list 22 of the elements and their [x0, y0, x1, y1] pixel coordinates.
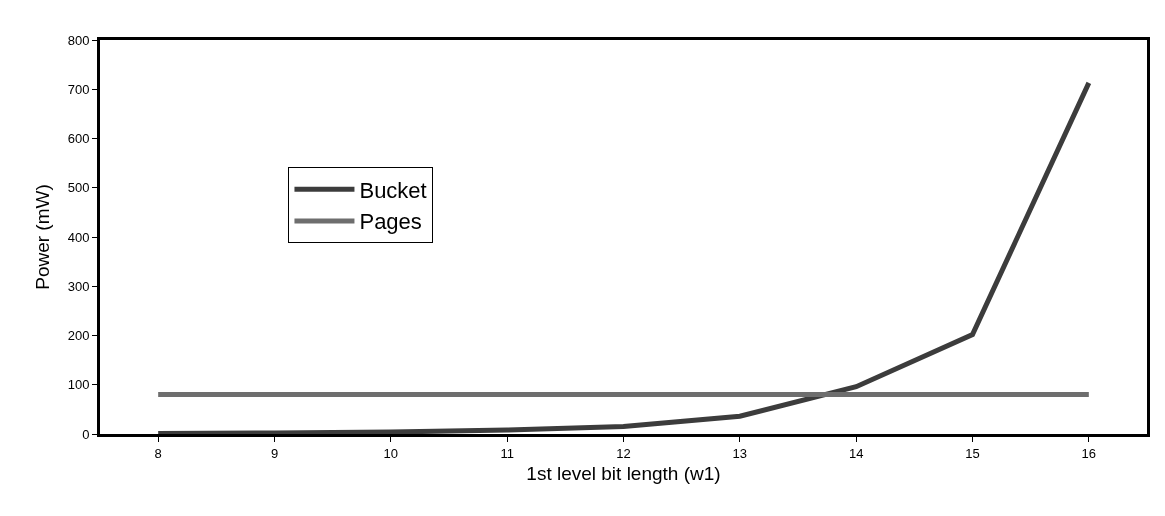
legend-label: Bucket: [359, 177, 427, 203]
y-tick-label: 200: [67, 328, 90, 344]
x-tick-label: 8: [154, 445, 162, 461]
x-tick-label: 16: [1081, 445, 1097, 461]
x-tick-label: 15: [965, 445, 980, 461]
x-tick-label: 9: [270, 445, 279, 461]
y-tick-label: 300: [67, 278, 90, 294]
y-tick-label: 400: [67, 229, 90, 245]
y-tick-label: 600: [67, 131, 90, 147]
y-tick-label: 500: [67, 180, 90, 196]
y-tick-label: 800: [67, 32, 90, 48]
x-tick-label: 13: [732, 445, 748, 461]
x-axis-title: 1st level bit length (w1): [526, 463, 721, 485]
y-tick-label: 100: [67, 377, 90, 393]
y-axis-title: Power (mW): [31, 184, 53, 290]
x-tick-label: 11: [500, 445, 514, 461]
x-tick-label: 10: [383, 445, 399, 461]
y-tick-label: 0: [82, 426, 90, 442]
legend-label: Pages: [359, 209, 422, 235]
y-tick-label: 700: [67, 81, 90, 97]
x-tick-label: 14: [848, 445, 864, 461]
x-tick-label: 12: [616, 445, 631, 461]
